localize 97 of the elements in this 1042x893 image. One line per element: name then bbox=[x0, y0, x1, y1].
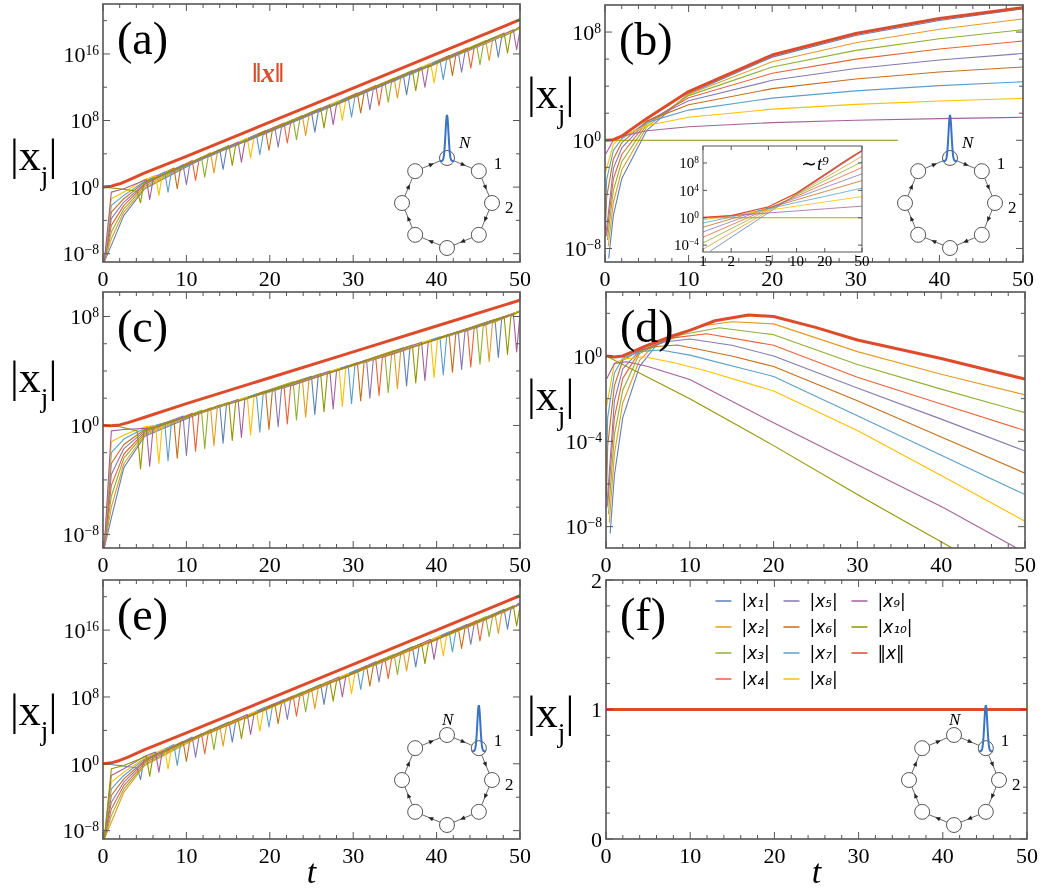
y-tick-label: 10$^{0}$ bbox=[573, 343, 603, 369]
y-tick-label: 0 bbox=[591, 826, 602, 852]
x-tick-label: 30 bbox=[342, 266, 365, 291]
x-tick-label: 20 bbox=[258, 552, 281, 577]
y-tick-label: 10$^{4}$ bbox=[679, 182, 700, 199]
y-tick-label: 10$^{0}$ bbox=[572, 127, 602, 153]
y-tick-label: 10$^{16}$ bbox=[63, 41, 100, 67]
x-tick-label: 10 bbox=[677, 266, 700, 291]
y-tick-label: 10$^{0}$ bbox=[70, 174, 100, 200]
y-tick-label: 10$^{8}$ bbox=[679, 155, 700, 172]
y-axis-title: |x$_{j}$| bbox=[527, 371, 575, 431]
x-tick-label: 10 bbox=[679, 843, 702, 868]
legend-label: |x₆| bbox=[809, 617, 838, 637]
x-tick-label: 40 bbox=[425, 552, 448, 577]
x-tick-label: 40 bbox=[930, 552, 953, 577]
y-axis-title: |x$_{j}$| bbox=[527, 69, 575, 129]
legend-label: |x₁₀| bbox=[877, 617, 913, 637]
x-tick-label: 10 bbox=[175, 843, 198, 868]
chart-title: (c) bbox=[117, 301, 169, 352]
legend-label: |x₈| bbox=[809, 669, 838, 689]
x-tick-label: 50 bbox=[1016, 843, 1038, 868]
x-tick-label: 40 bbox=[425, 843, 448, 868]
legend-label: |x₄| bbox=[741, 669, 770, 689]
y-tick-label: 10$^{8}$ bbox=[70, 684, 100, 710]
annotation: 2 bbox=[505, 774, 514, 794]
x-tick-label: 10 bbox=[789, 253, 805, 269]
y-axis-title: |x$_{j}$| bbox=[10, 131, 58, 191]
y-tick-label: 10$^{−4}$ bbox=[674, 237, 700, 254]
annotation: N bbox=[441, 709, 455, 729]
x-axis-title: t bbox=[811, 853, 823, 890]
y-tick-label: 10$^{−4}$ bbox=[565, 429, 603, 455]
x-tick-label: 30 bbox=[846, 552, 869, 577]
annotation: ∼t⁹ bbox=[801, 153, 830, 174]
x-tick-label: 40 bbox=[931, 843, 954, 868]
x-tick-label: 20 bbox=[762, 552, 785, 577]
chart-title: (b) bbox=[619, 14, 673, 65]
x-tick-label: 5 bbox=[764, 253, 773, 269]
legend-label: |x₃| bbox=[741, 643, 770, 663]
x-tick-label: 30 bbox=[847, 843, 870, 868]
legend-label: |x₅| bbox=[809, 591, 838, 611]
y-tick-label: 10$^{0}$ bbox=[70, 751, 100, 777]
annotation: 1 bbox=[1000, 731, 1010, 751]
y-tick-label: 10$^{16}$ bbox=[63, 617, 100, 643]
x-tick-label: 20 bbox=[258, 843, 281, 868]
legend-label: ‖x‖ bbox=[877, 643, 905, 663]
x-tick-label: 50 bbox=[1014, 552, 1036, 577]
x-tick-label: 20 bbox=[258, 266, 281, 291]
y-tick-label: 10$^{−8}$ bbox=[62, 241, 100, 267]
x-tick-label: 10 bbox=[175, 552, 198, 577]
annotation: 1 bbox=[493, 731, 503, 751]
y-tick-label: 1 bbox=[591, 697, 602, 723]
y-axis-title: |x$_{j}$| bbox=[10, 686, 58, 746]
annotation: N bbox=[458, 132, 472, 152]
x-tick-label: 50 bbox=[509, 552, 531, 577]
x-tick-label: 2 bbox=[727, 253, 735, 269]
legend-label: |x₇| bbox=[809, 643, 838, 663]
x-tick-label: 10 bbox=[175, 266, 198, 291]
x-tick-label: 30 bbox=[342, 843, 365, 868]
legend-label: |x₂| bbox=[741, 617, 770, 637]
y-tick-label: 10$^{−8}$ bbox=[564, 236, 602, 262]
y-tick-label: 10$^{0}$ bbox=[679, 210, 700, 227]
annotation: 1 bbox=[996, 154, 1006, 174]
x-tick-label: 20 bbox=[761, 266, 784, 291]
x-tick-label: 30 bbox=[342, 552, 365, 577]
x-axis-title: t bbox=[306, 853, 318, 890]
legend-label: |x₁| bbox=[741, 591, 770, 611]
chart-title: (f) bbox=[620, 589, 666, 640]
x-tick-label: 10 bbox=[678, 552, 701, 577]
y-tick-label: 10$^{−8}$ bbox=[565, 514, 603, 540]
x-tick-label: 20 bbox=[763, 843, 786, 868]
y-tick-label: 10$^{8}$ bbox=[70, 304, 100, 330]
annotation: 2 bbox=[1008, 197, 1017, 217]
annotation: N bbox=[961, 132, 975, 152]
annotation: 2 bbox=[1012, 774, 1021, 794]
x-tick-label: 50 bbox=[854, 253, 870, 269]
x-tick-label: 20 bbox=[817, 253, 833, 269]
x-tick-label: 40 bbox=[425, 266, 448, 291]
x-tick-label: 50 bbox=[509, 843, 531, 868]
y-tick-label: 10$^{−8}$ bbox=[62, 818, 100, 844]
chart-title: (d) bbox=[620, 301, 674, 352]
y-tick-label: 10$^{0}$ bbox=[70, 413, 100, 439]
chart-title: (a) bbox=[117, 13, 169, 64]
chart-title: (e) bbox=[117, 589, 169, 640]
x-tick-label: 50 bbox=[509, 266, 531, 291]
annotation: N bbox=[948, 709, 962, 729]
annotation: 2 bbox=[505, 197, 514, 217]
y-tick-label: 10$^{8}$ bbox=[572, 19, 602, 45]
y-tick-label: 10$^{8}$ bbox=[70, 108, 100, 134]
annotation: ‖x‖ bbox=[251, 58, 285, 88]
x-tick-label: 50 bbox=[1012, 266, 1034, 291]
x-tick-label: 40 bbox=[928, 266, 951, 291]
x-tick-label: 30 bbox=[844, 266, 867, 291]
y-axis-title: |x$_{j}$| bbox=[527, 688, 575, 748]
y-tick-label: 10$^{−8}$ bbox=[62, 522, 100, 548]
y-axis-title: |x$_{j}$| bbox=[10, 353, 58, 413]
annotation: 1 bbox=[493, 154, 503, 174]
legend-label: |x₉| bbox=[877, 591, 906, 611]
